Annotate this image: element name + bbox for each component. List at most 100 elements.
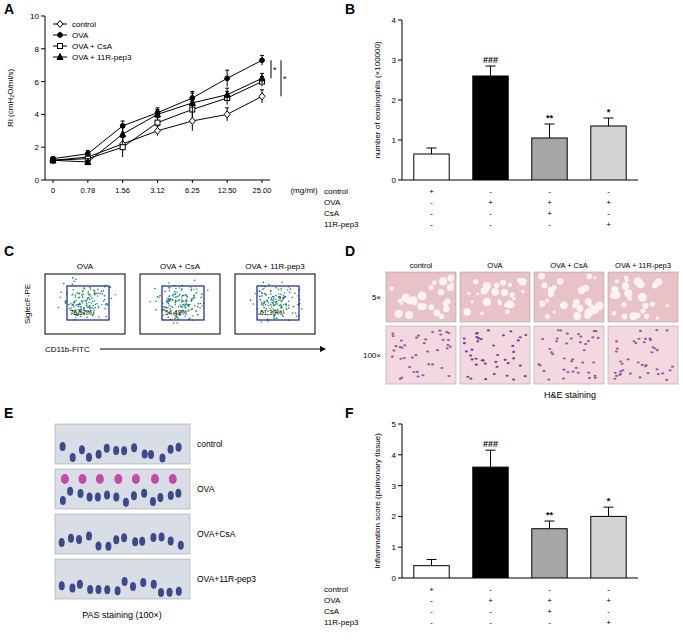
nucleus: [168, 491, 174, 500]
y-axis: [402, 424, 403, 578]
flow-dot: [301, 308, 303, 310]
flow-dot: [109, 286, 111, 288]
nucleus: [511, 345, 514, 347]
alveolus: [612, 311, 617, 316]
flow-dot: [90, 288, 92, 290]
alveolus: [465, 310, 471, 316]
nucleus: [168, 536, 174, 545]
y-tick-label: 2: [392, 512, 397, 521]
nucleus: [566, 333, 569, 335]
nucleus: [446, 347, 449, 349]
nucleus: [417, 335, 420, 337]
x-tick-label: 6.25: [185, 186, 200, 195]
flow-dot: [261, 301, 263, 303]
error-bar: [431, 560, 432, 566]
flow-dot: [199, 307, 201, 309]
alveolus: [504, 303, 508, 307]
series-line: [53, 78, 262, 162]
nucleus: [60, 496, 66, 505]
flow-dot: [110, 287, 112, 289]
flow-dot: [270, 290, 272, 292]
error-cap: [545, 521, 555, 522]
nucleus: [656, 349, 659, 351]
flow-dot: [278, 296, 280, 298]
nucleus: [446, 344, 449, 346]
marker: [120, 131, 126, 137]
nucleus: [563, 357, 566, 359]
flow-dot: [98, 307, 100, 309]
flow-dot: [77, 293, 79, 295]
alveolus: [539, 301, 545, 307]
table-sign: -: [489, 187, 492, 196]
nucleus: [141, 489, 147, 498]
alveolus: [641, 309, 646, 314]
alveolus: [622, 282, 629, 289]
flow-dot: [168, 298, 170, 300]
flow-dot: [105, 316, 107, 318]
nucleus: [571, 371, 574, 373]
alveolus: [498, 299, 502, 303]
flow-dot: [260, 321, 262, 323]
alveolus: [642, 303, 648, 309]
flow-dot: [185, 303, 187, 305]
alveolus: [398, 299, 402, 303]
alveolus: [622, 313, 628, 319]
alveolus: [638, 293, 647, 302]
flow-dot: [280, 288, 282, 290]
nucleus: [416, 376, 419, 378]
alveolus: [655, 278, 662, 285]
flow-dot: [76, 292, 78, 294]
column-title: OVA + CsA: [550, 261, 588, 270]
alveolus: [625, 278, 629, 282]
nucleus: [59, 538, 65, 547]
flow-dot: [296, 315, 298, 317]
flow-dot: [89, 286, 91, 288]
flow-dot: [68, 304, 70, 306]
image-bg: [55, 469, 190, 509]
flow-dot: [86, 305, 88, 307]
flow-dot: [185, 294, 187, 296]
flow-dot: [93, 311, 95, 313]
plot-area: [414, 66, 626, 180]
flow-dot: [261, 303, 263, 305]
table-sign: -: [489, 618, 492, 627]
flow-dot: [263, 303, 265, 305]
nucleus: [512, 357, 515, 359]
nucleus: [583, 349, 586, 351]
flow-dot: [274, 318, 276, 320]
flow-dot: [158, 297, 160, 299]
nucleus: [615, 350, 618, 352]
flow-dot: [284, 296, 286, 298]
y-tick-label: 4: [392, 451, 397, 460]
axis-arrow: [100, 349, 320, 350]
flow-dot: [295, 312, 297, 314]
flow-dot: [188, 304, 190, 306]
nucleus: [123, 498, 129, 507]
flow-dot: [177, 317, 179, 319]
nucleus: [577, 333, 580, 335]
marker: [155, 127, 161, 134]
nucleus: [632, 340, 635, 342]
alveolus: [612, 291, 620, 299]
flow-dot: [275, 304, 277, 306]
table-sign: -: [489, 209, 492, 218]
flow-dot: [75, 294, 77, 296]
flow-dot: [279, 305, 281, 307]
y-tick-label: 6: [35, 78, 40, 87]
flow-dot: [167, 300, 169, 302]
nucleus: [130, 582, 136, 591]
nucleus: [570, 337, 573, 339]
nucleus: [620, 363, 623, 365]
flow-dot: [250, 299, 252, 301]
flow-dot: [95, 293, 97, 295]
alveolus: [483, 298, 492, 307]
alveolus: [585, 298, 592, 305]
nucleus: [666, 329, 669, 331]
y-tick: [41, 147, 45, 148]
pas-image: [55, 559, 190, 599]
flow-dot: [94, 300, 96, 302]
nucleus: [469, 378, 472, 380]
flow-dots: [250, 281, 303, 322]
table-sign: -: [430, 607, 433, 616]
error-bar: [549, 521, 550, 529]
